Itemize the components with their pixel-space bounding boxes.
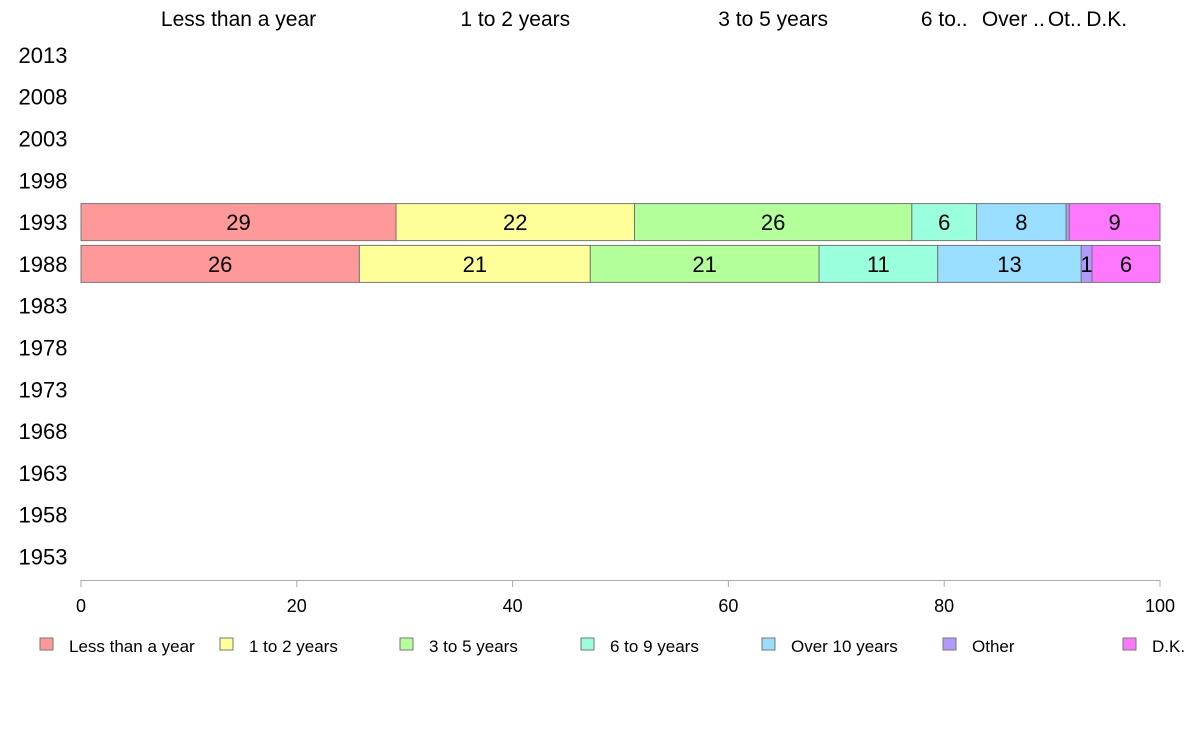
bars: 29 22 26 6 8 9 26 21 21 11 13 1 6 [80,203,1161,283]
x-tick-label: 0 [76,596,86,616]
bar-value-label: 29 [226,210,250,235]
bar-segment [395,203,636,242]
year-label: 1968 [19,419,68,444]
bar-segment [1068,203,1161,242]
top-category-label: 6 to.. [921,8,968,31]
year-label: 1993 [19,210,68,235]
year-label: 2008 [19,85,68,110]
year-label: 2013 [19,43,68,68]
year-label: 1988 [19,252,68,277]
bar-segment [634,203,913,242]
bar-segment [818,244,939,283]
legend-label: 3 to 5 years [429,637,518,656]
bar-segment [937,244,1082,283]
top-category-label: 3 to 5 years [718,8,828,31]
bar-value-label: 21 [692,252,716,277]
year-label: 1953 [19,545,68,570]
top-category-label: 1 to 2 years [460,8,570,31]
x-tick-label: 60 [718,596,738,616]
bar-segment [358,244,591,283]
legend-swatch [1122,637,1137,651]
year-label: 2003 [19,127,68,152]
top-category-label: D.K. [1086,8,1127,31]
bar-segment [589,244,820,283]
legend-label: 6 to 9 years [610,637,699,656]
legend-label: Less than a year [69,637,195,656]
bar-segment [1091,244,1161,283]
x-axis: 0 20 40 60 80 100 [76,580,1175,616]
x-tick-label: 80 [934,596,954,616]
bar-value-label: 11 [867,252,890,277]
legend-swatch [942,637,957,651]
legend-swatch [219,637,234,651]
bar-value-label: 13 [997,252,1021,277]
bar-value-label: 8 [1015,210,1027,235]
legend: Less than a year 1 to 2 years 3 to 5 years… [39,637,1185,656]
bar-value-label: 1 [1081,252,1093,277]
x-tick-label: 40 [503,596,523,616]
legend-label: Over 10 years [791,637,898,656]
legend-swatch [39,637,54,651]
bar-segment [80,203,397,242]
legend-swatch [761,637,776,651]
year-label: 1973 [19,377,68,402]
legend-label: D.K. [1152,637,1185,656]
bar-segment [976,203,1067,242]
bar-segment [80,244,360,283]
bar-value-label: 26 [208,252,232,277]
legend-label: Other [972,637,1015,656]
bar-value-label: 6 [1120,252,1132,277]
bar-value-label: 26 [761,210,785,235]
year-label: 1998 [19,168,68,193]
year-label: 1958 [19,503,68,528]
x-tick-label: 100 [1145,596,1175,616]
top-category-label: Over .. [982,8,1045,31]
x-tick-label: 20 [287,596,307,616]
bar-value-label: 22 [503,210,527,235]
bar-value-label: 21 [463,252,487,277]
year-label: 1963 [19,461,68,486]
legend-swatch [399,637,414,651]
bar-value-label: 6 [938,210,950,235]
legend-label: 1 to 2 years [249,637,338,656]
top-category-label: Less than a year [161,8,316,31]
year-label: 1983 [19,294,68,319]
bar-value-label: 9 [1109,210,1121,235]
year-label: 1978 [19,336,68,361]
top-category-labels: Less than a year 1 to 2 years 3 to 5 years… [161,8,1127,31]
top-category-label: Ot.. [1048,8,1082,31]
legend-swatch [580,637,595,651]
year-axis-labels: 2013 2008 2003 1998 1993 1988 1983 1978 1973 1968… [19,43,68,570]
